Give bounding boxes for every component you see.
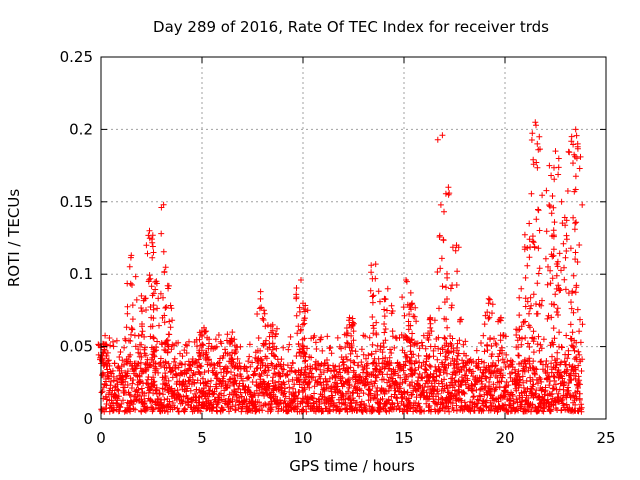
- x-tick-label: 20: [495, 429, 514, 447]
- y-axis-title: ROTI / TECUs: [5, 189, 23, 287]
- x-tick-label: 10: [293, 429, 312, 447]
- x-tick-label: 5: [197, 429, 207, 447]
- x-axis-title: GPS time / hours: [289, 457, 415, 475]
- y-tick-label: 0: [83, 410, 93, 428]
- axis-ticks: [100, 56, 607, 420]
- data-markers: [95, 119, 586, 415]
- x-tick-label: 0: [96, 429, 106, 447]
- y-tick-label: 0.1: [69, 265, 93, 283]
- plot-frame: [100, 56, 607, 420]
- roti-point: [95, 119, 586, 415]
- y-tick-labels: 0 0.05 0.1 0.15 0.2 0.25: [60, 48, 93, 428]
- y-tick-label: 0.05: [60, 338, 93, 356]
- x-tick-label: 15: [394, 429, 413, 447]
- grid-lines: [101, 57, 606, 419]
- y-tick-label: 0.25: [60, 48, 93, 66]
- chart-title: Day 289 of 2016, Rate Of TEC Index for r…: [153, 18, 549, 36]
- y-tick-label: 0.2: [69, 120, 93, 138]
- x-tick-labels: 0 5 10 15 20 25: [96, 429, 615, 447]
- x-tick-label: 25: [596, 429, 615, 447]
- y-tick-label: 0.15: [60, 193, 93, 211]
